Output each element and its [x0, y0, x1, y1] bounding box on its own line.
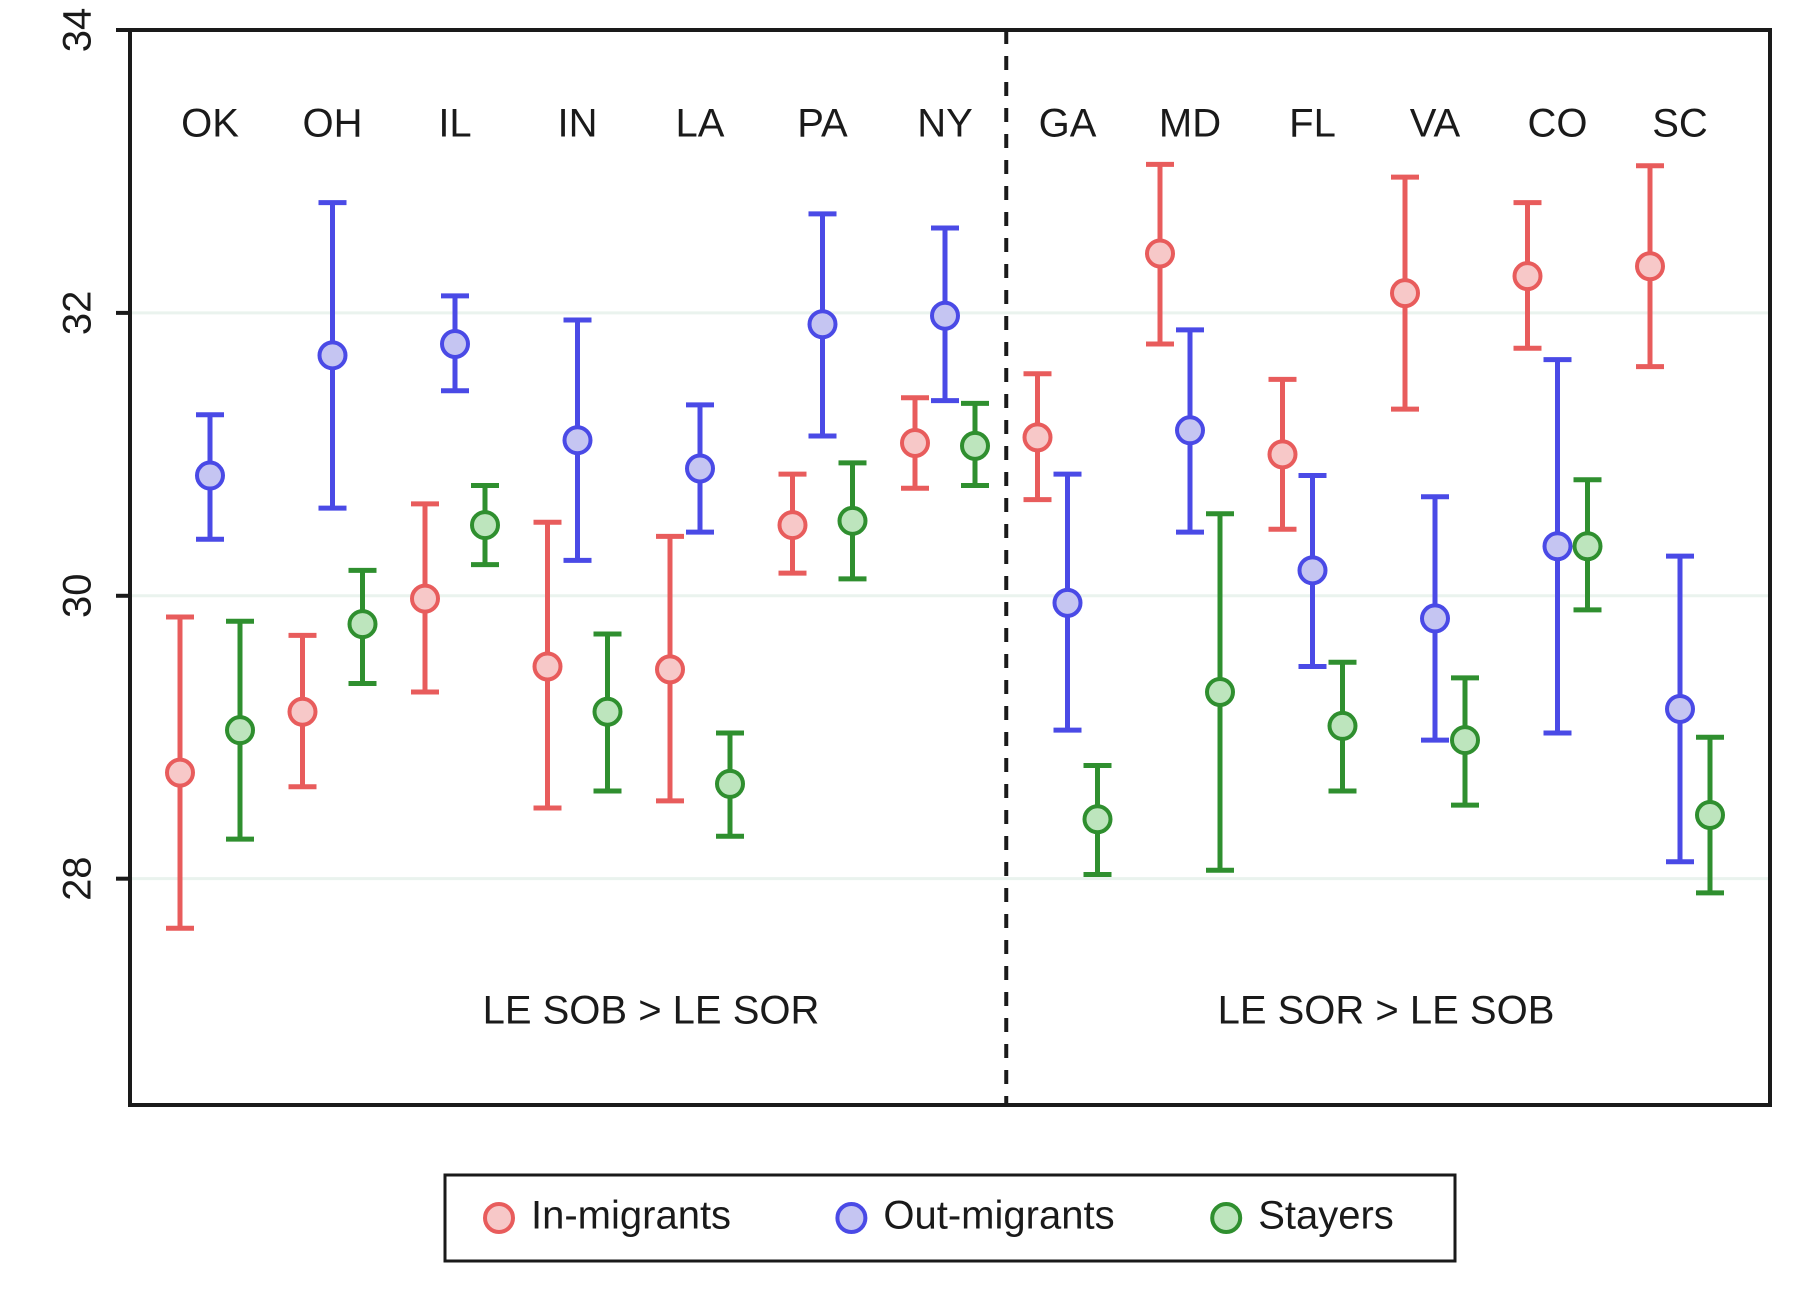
data-marker [1055, 590, 1081, 616]
data-marker [1177, 417, 1203, 443]
data-marker [1085, 806, 1111, 832]
category-label: OK [181, 102, 239, 146]
category-label: GA [1039, 102, 1097, 146]
y-tick-label: 30 [56, 574, 100, 619]
legend-marker [485, 1204, 513, 1232]
data-marker [1575, 533, 1601, 559]
y-tick-label: 34 [56, 8, 100, 53]
legend-label: In-migrants [531, 1194, 731, 1238]
data-marker [1330, 713, 1356, 739]
data-marker [1515, 263, 1541, 289]
data-marker [1392, 280, 1418, 306]
legend-marker [837, 1204, 865, 1232]
data-marker [595, 699, 621, 725]
data-marker [1667, 696, 1693, 722]
category-label: FL [1289, 102, 1336, 146]
legend-marker [1212, 1204, 1240, 1232]
category-label: SC [1652, 102, 1708, 146]
category-label: IL [438, 102, 471, 146]
category-label: NY [917, 102, 973, 146]
data-marker [535, 654, 561, 680]
legend-label: Out-migrants [883, 1194, 1114, 1238]
data-marker [932, 303, 958, 329]
data-marker [442, 331, 468, 357]
data-marker [717, 771, 743, 797]
data-marker [1637, 253, 1663, 279]
category-label: CO [1528, 102, 1588, 146]
annotation-right: LE SOR > LE SOB [1218, 989, 1555, 1033]
data-marker [197, 463, 223, 489]
category-label: IN [558, 102, 598, 146]
data-marker [1207, 679, 1233, 705]
data-marker [1147, 240, 1173, 266]
data-marker [687, 455, 713, 481]
data-marker [227, 717, 253, 743]
category-label: VA [1410, 102, 1461, 146]
plot-border [130, 30, 1770, 1105]
category-label: LA [676, 102, 725, 146]
data-marker [1270, 441, 1296, 467]
data-marker [1300, 557, 1326, 583]
data-marker [840, 508, 866, 534]
data-marker [810, 311, 836, 337]
data-marker [1697, 802, 1723, 828]
data-marker [290, 699, 316, 725]
data-marker [962, 433, 988, 459]
y-tick-label: 32 [56, 291, 100, 336]
errorbar-chart: 28 30 32 34 OK OH IL IN LA PA NY GA MD FL VA CO SC LE SOB… [0, 0, 1800, 1289]
data-marker [1545, 533, 1571, 559]
chart-container: 28 30 32 34 OK OH IL IN LA PA NY GA MD FL VA CO SC LE SOB… [0, 0, 1800, 1289]
data-marker [902, 430, 928, 456]
category-label: MD [1159, 102, 1221, 146]
category-label: OH [303, 102, 363, 146]
data-marker [565, 427, 591, 453]
data-marker [472, 512, 498, 538]
y-tick-label: 28 [56, 856, 100, 901]
data-marker [780, 512, 806, 538]
data-marker [1025, 424, 1051, 450]
data-marker [1452, 727, 1478, 753]
data-marker [412, 586, 438, 612]
data-marker [350, 611, 376, 637]
data-marker [1422, 605, 1448, 631]
legend-label: Stayers [1258, 1194, 1394, 1238]
data-marker [167, 760, 193, 786]
category-label: PA [797, 102, 848, 146]
annotation-left: LE SOB > LE SOR [483, 989, 820, 1033]
data-marker [320, 342, 346, 368]
data-marker [657, 656, 683, 682]
